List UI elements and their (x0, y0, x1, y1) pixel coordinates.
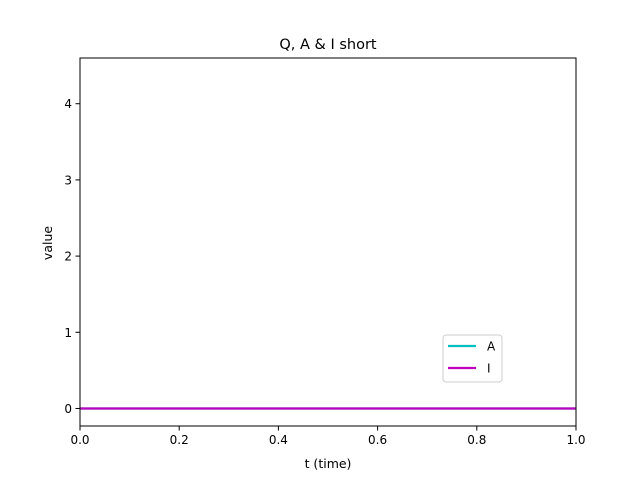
x-tick-label: 0.0 (70, 433, 89, 447)
y-axis-ticks: 0 1 2 3 4 (64, 97, 80, 416)
axes-frame (79, 57, 577, 427)
legend-label-i: I (487, 362, 491, 376)
x-tick-label: 0.8 (467, 433, 486, 447)
legend: AI (442, 334, 503, 383)
y-axis-label: value (40, 226, 55, 260)
plot-area (79, 57, 577, 427)
legend-label-a: A (487, 340, 496, 354)
x-tick-label: 1.0 (566, 433, 585, 447)
x-axis-ticks: 0.0 0.2 0.4 0.6 0.8 1.0 (70, 426, 586, 447)
y-tick-label: 3 (64, 173, 72, 187)
x-tick-label: 0.4 (269, 433, 288, 447)
x-tick-label: 0.2 (170, 433, 189, 447)
y-tick-label: 4 (64, 97, 72, 111)
chart-title: Q, A & I short (279, 37, 377, 53)
y-tick-label: 1 (64, 326, 72, 340)
x-axis-label: t (time) (305, 456, 352, 471)
y-tick-label: 0 (64, 402, 72, 416)
y-tick-label: 2 (64, 250, 72, 264)
x-tick-label: 0.6 (368, 433, 387, 447)
